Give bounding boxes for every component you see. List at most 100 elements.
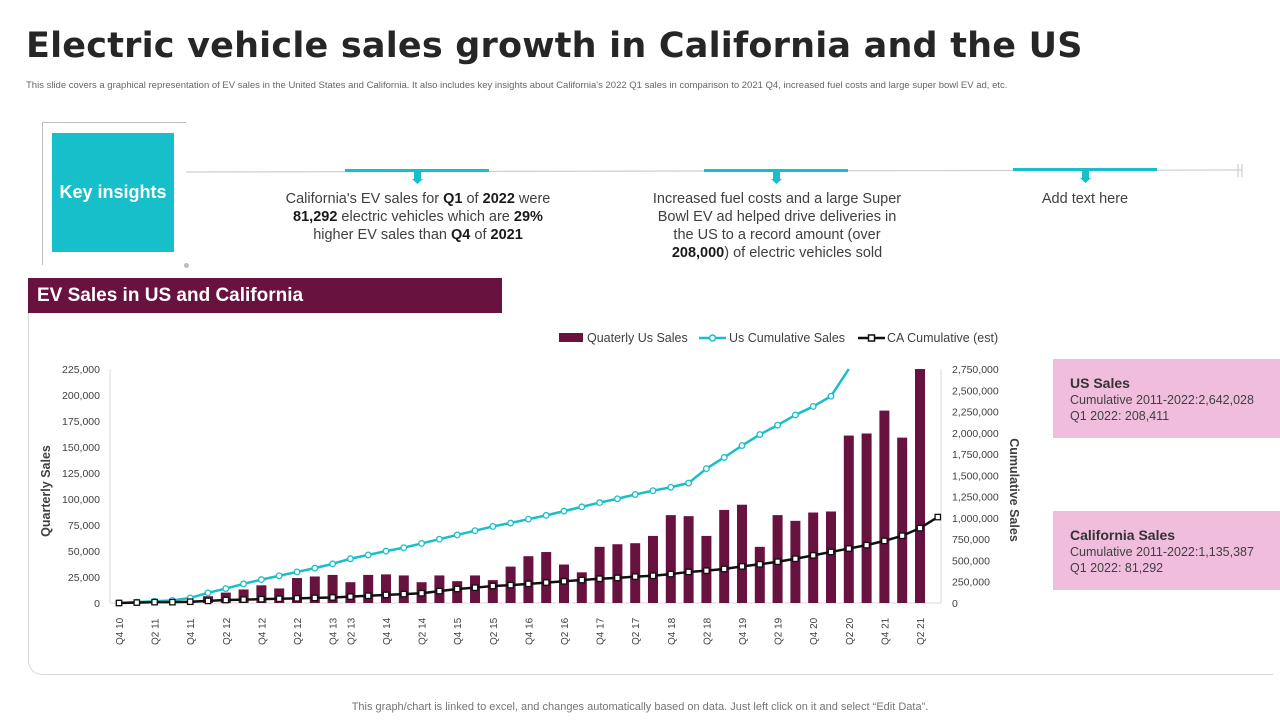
bar-quarterly-us (309, 576, 320, 603)
bar-quarterly-us (861, 433, 872, 603)
y-left-tick-label: 125,000 (62, 468, 100, 480)
x-tick-label: Q2 12 (222, 617, 233, 645)
point-us-cumulative (685, 479, 693, 487)
y-left-tick-label: 150,000 (62, 442, 100, 454)
point-ca-cumulative (436, 587, 443, 595)
point-us-cumulative (418, 539, 426, 547)
ev-sales-chart: Quaterly Us Sales Us Cumulative Sales CA… (39, 331, 1021, 645)
legend-marker-ca (867, 334, 876, 342)
x-tick-label: Q4 15 (453, 617, 464, 645)
section-header: EV Sales in US and California (28, 278, 502, 313)
point-ca-cumulative (596, 575, 603, 583)
bar-quarterly-us (612, 544, 623, 603)
page-title: Electric vehicle sales growth in Califor… (26, 26, 1083, 66)
point-ca-cumulative (667, 570, 675, 578)
point-ca-cumulative (507, 581, 514, 589)
x-tick-label: Q4 18 (667, 617, 678, 645)
point-us-cumulative (489, 522, 497, 530)
bar-quarterly-us (523, 556, 534, 603)
point-us-cumulative (471, 527, 479, 535)
point-ca-cumulative (756, 560, 764, 568)
point-ca-cumulative (792, 555, 799, 563)
point-us-cumulative (809, 402, 817, 410)
bar-quarterly-us (398, 575, 409, 603)
insights-timeline (185, 164, 1243, 184)
bar-quarterly-us (648, 535, 658, 603)
ca-sales-q1: Q1 2022: 81,292 (1070, 561, 1164, 575)
point-ca-cumulative (489, 582, 497, 590)
bar-quarterly-us (630, 543, 641, 603)
point-ca-cumulative (881, 537, 888, 545)
point-us-cumulative (649, 487, 657, 495)
point-ca-cumulative (934, 513, 942, 521)
point-ca-cumulative (649, 572, 657, 580)
point-us-cumulative (329, 560, 337, 568)
bar-quarterly-us (345, 582, 356, 603)
point-ca-cumulative (774, 558, 781, 566)
point-ca-cumulative (186, 598, 194, 606)
ca-sales-cumulative: Cumulative 2011-2022:1,135,387 (1070, 545, 1254, 559)
point-ca-cumulative (845, 545, 853, 552)
bar-quarterly-us (754, 546, 765, 603)
point-ca-cumulative (204, 597, 212, 605)
point-ca-cumulative (275, 595, 283, 603)
bar-quarterly-us (879, 410, 890, 603)
y-left-tick-label: 225,000 (62, 364, 100, 376)
page-subtitle: This slide covers a graphical representa… (26, 80, 1008, 91)
point-ca-cumulative (364, 592, 372, 600)
y-right-tick-label: 0 (952, 598, 958, 610)
x-tick-label: Q2 13 (346, 617, 357, 645)
y-right-tick-label: 2,750,000 (952, 364, 999, 376)
x-tick-label: Q4 19 (738, 617, 749, 645)
point-ca-cumulative (525, 580, 532, 588)
bar-quarterly-us (826, 511, 836, 603)
y-right-tick-label: 2,000,000 (952, 428, 999, 440)
point-us-cumulative (240, 580, 248, 588)
timeline-marker-3 (1013, 168, 1157, 183)
point-ca-cumulative (578, 576, 586, 584)
y-right-tick-label: 2,500,000 (952, 385, 999, 397)
point-ca-cumulative (240, 596, 247, 603)
point-ca-cumulative (720, 565, 728, 573)
timeline-marker-1 (345, 169, 489, 184)
point-us-cumulative (720, 454, 728, 461)
point-us-cumulative (524, 515, 532, 523)
point-us-cumulative (738, 442, 746, 450)
point-ca-cumulative (738, 563, 746, 570)
point-ca-cumulative (400, 590, 408, 598)
point-us-cumulative (596, 499, 604, 507)
x-tick-label: Q4 10 (115, 617, 126, 645)
point-us-cumulative (222, 585, 230, 592)
x-tick-label: Q4 17 (596, 617, 607, 645)
legend-label-us: Us Cumulative Sales (729, 331, 845, 345)
point-ca-cumulative (258, 595, 265, 603)
bar-quarterly-us (915, 369, 925, 603)
point-ca-cumulative (222, 596, 230, 604)
bar-quarterly-us (719, 509, 730, 603)
ca-sales-card: California Sales Cumulative 2011-2022:1,… (1053, 511, 1280, 590)
x-tick-label: Q2 16 (560, 617, 571, 645)
point-ca-cumulative (614, 574, 621, 582)
x-tick-label: Q2 20 (845, 617, 856, 645)
point-us-cumulative (311, 564, 319, 572)
ca-sales-title: California Sales (1070, 527, 1176, 543)
x-tick-label: Q4 16 (524, 617, 535, 645)
insight-2: Increased fuel costs and a large Super B… (652, 191, 902, 261)
point-ca-cumulative (685, 568, 692, 576)
point-us-cumulative (453, 531, 461, 539)
us-sales-q1: Q1 2022: 208,411 (1070, 409, 1170, 423)
point-us-cumulative (507, 519, 515, 527)
bar-quarterly-us (292, 578, 302, 603)
point-us-cumulative (257, 576, 265, 584)
point-us-cumulative (293, 568, 301, 576)
key-insights-frame (42, 122, 186, 265)
legend-label-bars: Quaterly Us Sales (587, 331, 688, 345)
us-sales-title: US Sales (1070, 375, 1130, 391)
y-right-tick-label: 1,000,000 (952, 513, 999, 525)
legend-label-ca: CA Cumulative (est) (887, 331, 998, 345)
point-ca-cumulative (293, 594, 301, 602)
point-us-cumulative (542, 511, 550, 519)
point-us-cumulative (400, 544, 408, 552)
bar-quarterly-us (363, 574, 374, 603)
x-tick-label: Q2 14 (418, 617, 429, 645)
